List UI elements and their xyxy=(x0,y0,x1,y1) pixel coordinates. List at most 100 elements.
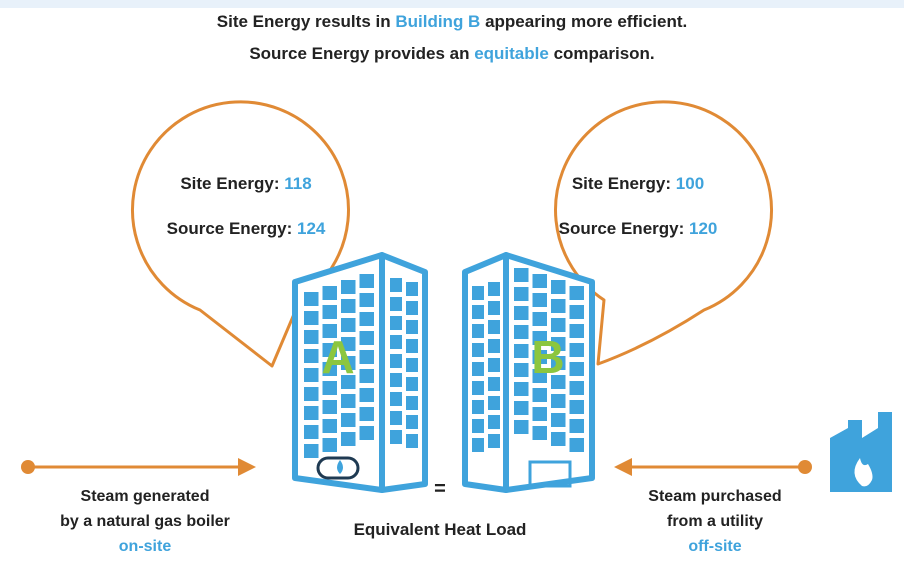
left-note: Steam generated by a natural gas boiler … xyxy=(15,484,275,559)
window xyxy=(488,339,500,353)
window xyxy=(304,406,319,420)
window xyxy=(341,318,356,332)
window xyxy=(406,339,418,353)
value: 120 xyxy=(689,219,718,238)
window xyxy=(322,381,337,395)
window xyxy=(514,344,529,358)
window xyxy=(488,301,500,315)
window xyxy=(488,320,500,334)
right-note: Steam purchased from a utility off-site xyxy=(585,484,845,559)
window xyxy=(304,387,319,401)
window xyxy=(390,411,402,425)
window xyxy=(472,305,484,319)
window xyxy=(472,438,484,452)
window xyxy=(551,432,566,446)
window xyxy=(488,415,500,429)
window xyxy=(304,444,319,458)
window xyxy=(569,438,584,452)
window xyxy=(359,293,374,307)
center-label: Equivalent Heat Load xyxy=(353,520,527,539)
window xyxy=(406,377,418,391)
window xyxy=(551,394,566,408)
header-text: appearing more efficient. xyxy=(485,12,688,31)
note-line: from a utility xyxy=(666,513,763,530)
window xyxy=(551,299,566,313)
window xyxy=(514,325,529,339)
building-b xyxy=(462,252,595,493)
window xyxy=(341,432,356,446)
door xyxy=(528,460,572,488)
window xyxy=(322,305,337,319)
window xyxy=(322,343,337,357)
window xyxy=(472,362,484,376)
top-band xyxy=(0,0,904,8)
site-energy-a: Site Energy: 118 xyxy=(136,174,356,194)
window xyxy=(390,335,402,349)
window xyxy=(472,324,484,338)
window xyxy=(390,297,402,311)
header-line2: Source Energy provides an equitable comp… xyxy=(0,44,904,64)
window xyxy=(322,362,337,376)
header-text: comparison. xyxy=(553,44,655,63)
window xyxy=(569,419,584,433)
window xyxy=(569,400,584,414)
building-a xyxy=(292,252,428,493)
factory-shape xyxy=(830,412,892,492)
label: Source Energy: xyxy=(166,219,293,238)
window xyxy=(304,349,319,363)
window xyxy=(359,369,374,383)
window xyxy=(341,280,356,294)
window xyxy=(569,305,584,319)
note-highlight: off-site xyxy=(688,538,742,555)
window xyxy=(532,369,547,383)
header-highlight: Building B xyxy=(395,12,481,31)
window xyxy=(514,382,529,396)
building-a-side xyxy=(379,252,428,493)
window xyxy=(551,337,566,351)
window xyxy=(341,413,356,427)
note-line: Steam generated xyxy=(80,488,210,505)
note-line: Steam purchased xyxy=(648,488,782,505)
note-line: by a natural gas boiler xyxy=(60,513,230,530)
site-energy-b: Site Energy: 100 xyxy=(528,174,748,194)
window xyxy=(406,320,418,334)
window xyxy=(359,426,374,440)
header-highlight: equitable xyxy=(474,44,549,63)
window xyxy=(514,306,529,320)
window xyxy=(304,330,319,344)
arrow-right-head xyxy=(614,458,632,476)
window xyxy=(569,324,584,338)
label: Site Energy: xyxy=(180,174,280,193)
boiler-icon xyxy=(316,456,360,480)
source-energy-a: Source Energy: 124 xyxy=(136,219,356,239)
window xyxy=(488,358,500,372)
window xyxy=(514,363,529,377)
window xyxy=(359,388,374,402)
window xyxy=(322,324,337,338)
window xyxy=(341,356,356,370)
window xyxy=(569,362,584,376)
window xyxy=(406,301,418,315)
window xyxy=(390,430,402,444)
header-line1: Site Energy results in Building B appear… xyxy=(0,12,904,32)
window xyxy=(322,438,337,452)
window xyxy=(551,318,566,332)
window xyxy=(341,394,356,408)
window xyxy=(532,312,547,326)
window xyxy=(488,282,500,296)
factory-icon xyxy=(830,412,892,492)
window xyxy=(472,400,484,414)
building-a-label: A xyxy=(321,331,355,383)
bubble-b xyxy=(554,100,774,366)
value: 100 xyxy=(675,174,705,193)
window xyxy=(532,407,547,421)
window xyxy=(551,413,566,427)
window xyxy=(390,373,402,387)
value: 124 xyxy=(297,219,326,238)
window xyxy=(532,350,547,364)
boiler-flame xyxy=(337,460,343,474)
window xyxy=(532,293,547,307)
window xyxy=(304,425,319,439)
window xyxy=(532,331,547,345)
window xyxy=(341,337,356,351)
